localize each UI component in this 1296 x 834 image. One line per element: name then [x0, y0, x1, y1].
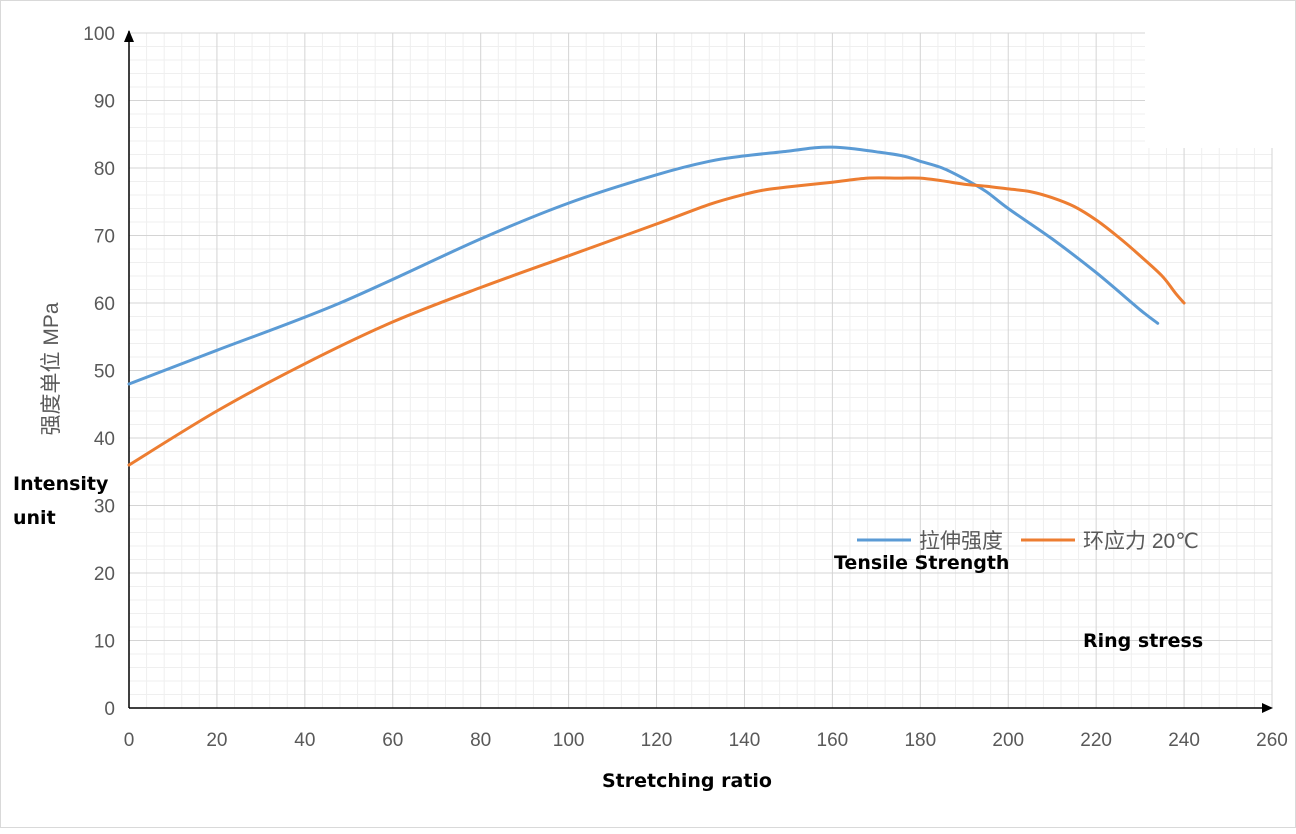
x-tick-label: 260 — [1256, 730, 1288, 751]
x-axis-arrow — [1262, 703, 1273, 713]
axes — [124, 30, 1273, 713]
x-tick-label: 20 — [206, 730, 227, 751]
x-tick-label: 200 — [992, 730, 1024, 751]
x-tick-label: 160 — [817, 730, 849, 751]
legend-translation-tensile-strength: Tensile Strength — [834, 552, 1010, 574]
x-tick-label: 100 — [553, 730, 585, 751]
y-axis-translation-label: Intensity unit — [13, 473, 109, 529]
y-tick-label: 70 — [94, 227, 115, 248]
x-tick-label: 40 — [294, 730, 315, 751]
x-tick-label: 120 — [641, 730, 673, 751]
y-tick-label: 60 — [94, 294, 115, 315]
y-tick-label: 40 — [94, 429, 115, 450]
x-tick-label: 220 — [1080, 730, 1112, 751]
gridlines — [129, 32, 1273, 708]
series-lines — [127, 145, 1186, 467]
series-line-tensile-strength — [127, 145, 1160, 386]
x-tick-label: 0 — [124, 730, 135, 751]
y-tick-label: 30 — [94, 497, 115, 518]
tick-labels: 0 10 20 30 40 50 60 70 80 90 100 0 20 40 60 80 100 120 140… — [83, 24, 1288, 751]
y-tick-label: 20 — [94, 564, 115, 585]
y-tick-label: 90 — [94, 92, 115, 113]
y-tick-label: 100 — [83, 24, 115, 45]
legend: 拉伸强度 环应力 20℃ — [857, 530, 1199, 553]
x-tick-label: 80 — [470, 730, 491, 751]
y-tick-label: 0 — [104, 699, 115, 720]
x-tick-label: 140 — [729, 730, 761, 751]
y-axis-arrow — [124, 30, 134, 42]
legend-entry-ring-stress: 环应力 20℃ — [1083, 530, 1199, 553]
series-line-ring-stress — [127, 176, 1186, 467]
y-tick-label: 50 — [94, 362, 115, 383]
legend-entry-tensile-strength: 拉伸强度 — [919, 530, 1003, 553]
y-tick-label: 80 — [94, 159, 115, 180]
blank-patch — [1145, 1, 1295, 148]
x-axis-label: Stretching ratio — [602, 770, 772, 792]
y-tick-label: 10 — [94, 632, 115, 653]
x-tick-label: 60 — [382, 730, 403, 751]
x-tick-label: 180 — [904, 730, 936, 751]
y-axis-label-group: 强度单位 MPa — [40, 302, 63, 435]
y-axis-label: 强度单位 MPa — [40, 302, 63, 435]
legend-translation-ring-stress: Ring stress — [1083, 630, 1204, 652]
x-tick-label: 240 — [1168, 730, 1200, 751]
